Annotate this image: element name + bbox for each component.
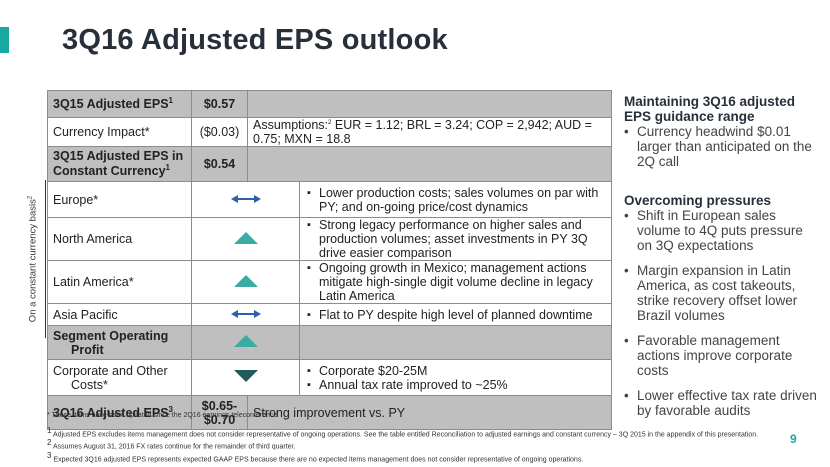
row-label: Latin America* xyxy=(47,260,192,304)
neutral-arrows-icon xyxy=(191,303,300,326)
table-row: Asia Pacific Flat to PY despite high lev… xyxy=(47,303,612,326)
table-row: 3Q15 Adjusted EPS1 $0.57 xyxy=(47,90,612,118)
row-detail: Flat to PY despite high level of planned… xyxy=(299,303,612,326)
footnotes: * These items have been updated since th… xyxy=(47,412,807,465)
up-triangle-icon xyxy=(233,335,258,347)
table-row: Segment Operating Profit xyxy=(47,325,612,360)
table-row: 3Q16 Adjusted EPS3 $0.65- $0.70 Strong im… xyxy=(47,395,612,430)
bullet-list: Shift in European sales volume to 4Q put… xyxy=(624,208,820,418)
title-accent-bar xyxy=(0,27,9,53)
row-label: Currency Impact* xyxy=(47,117,192,147)
row-label: 3Q15 Adjusted EPS in Constant Currency1 xyxy=(47,146,192,182)
constant-currency-label-wrap: On a constant currency basis2 xyxy=(22,180,44,338)
detail-bullet: Annual tax rate improved to ~25% xyxy=(307,378,606,392)
neutral-arrows-icon xyxy=(230,194,261,203)
assumptions-text: Assumptions:2 EUR = 1.12; BRL = 3.24; CO… xyxy=(247,117,612,147)
row-detail: Strong legacy performance on higher sale… xyxy=(299,217,612,261)
row-label: Asia Pacific xyxy=(47,303,192,326)
section-heading: Overcoming pressures xyxy=(624,193,772,208)
table-row: Latin America* Ongoing growth in Mexico;… xyxy=(47,260,612,304)
up-triangle-icon xyxy=(191,260,300,304)
row-detail: Ongoing growth in Mexico; management act… xyxy=(299,260,612,304)
table-row: Europe* Lower production costs; sales vo… xyxy=(47,181,612,218)
constant-currency-bracket xyxy=(45,180,46,338)
constant-currency-label: On a constant currency basis2 xyxy=(27,195,39,323)
table-row: North America Strong legacy performance … xyxy=(47,217,612,261)
row-detail: Corporate $20-25MAnnual tax rate improve… xyxy=(299,359,612,396)
down-triangle-icon xyxy=(191,359,300,396)
bullet-item: Shift in European sales volume to 4Q put… xyxy=(624,208,820,253)
row-value: ($0.03) xyxy=(191,117,248,147)
row-label: Segment Operating Profit xyxy=(47,325,192,360)
commentary-panel: Maintaining 3Q16 adjusted EPS guidance r… xyxy=(624,94,820,430)
detail-bullet: Flat to PY despite high level of planned… xyxy=(307,308,606,322)
page-number: 9 xyxy=(790,432,797,446)
down-triangle-icon xyxy=(233,370,258,382)
up-triangle-icon xyxy=(233,274,258,287)
neutral-arrows-icon xyxy=(191,181,300,218)
footnote: 3 Expected 3Q16 adjusted EPS represents … xyxy=(47,451,584,464)
row-label: 3Q16 Adjusted EPS3 xyxy=(47,395,192,430)
row-detail xyxy=(299,325,612,360)
up-triangle-icon xyxy=(233,231,258,244)
section-heading: Maintaining 3Q16 adjusted EPS guidance r… xyxy=(624,94,796,124)
up-triangle-icon xyxy=(191,325,300,360)
detail-bullet: Lower production costs; sales volumes on… xyxy=(307,186,606,214)
page-title: 3Q16 Adjusted EPS outlook xyxy=(62,24,448,56)
row-label: North America xyxy=(47,217,192,261)
table-row: Currency Impact* ($0.03) Assumptions:2 E… xyxy=(47,117,612,147)
footnote: 2 Assumes August 31, 2016 FX rates conti… xyxy=(47,438,296,451)
detail-bullet: Ongoing growth in Mexico; management act… xyxy=(307,262,606,303)
row-label: Europe* xyxy=(47,181,192,218)
detail-bullet: Strong legacy performance on higher sale… xyxy=(307,219,606,260)
bullet-item: Lower effective tax rate driven by favor… xyxy=(624,388,820,418)
row-value: $0.54 xyxy=(191,146,248,182)
row-detail xyxy=(247,146,612,182)
row-value: $0.57 xyxy=(191,90,248,118)
row-label: 3Q15 Adjusted EPS1 xyxy=(47,90,192,118)
row-label: Corporate and Other Costs* xyxy=(47,359,192,396)
row-detail: Strong improvement vs. PY xyxy=(247,395,612,430)
eps-outlook-table: 3Q15 Adjusted EPS1 $0.57 Currency Impact… xyxy=(47,90,612,430)
bullet-list: Currency headwind $0.01 larger than anti… xyxy=(624,124,820,169)
up-triangle-icon xyxy=(191,217,300,261)
row-detail xyxy=(247,90,612,118)
table-row: 3Q15 Adjusted EPS in Constant Currency1 $… xyxy=(47,146,612,182)
neutral-arrows-icon xyxy=(230,309,261,318)
footnote-star: * These items have been updated since th… xyxy=(47,412,278,419)
bullet-item: Margin expansion in Latin America, as co… xyxy=(624,263,820,323)
bullet-item: Favorable management actions improve cor… xyxy=(624,333,820,378)
footnote: 1 Adjusted EPS excludes items management… xyxy=(47,425,759,438)
bullet-item: Currency headwind $0.01 larger than anti… xyxy=(624,124,820,169)
row-detail: Lower production costs; sales volumes on… xyxy=(299,181,612,218)
detail-bullet: Corporate $20-25M xyxy=(307,364,606,378)
row-value: $0.65- $0.70 xyxy=(191,395,248,430)
